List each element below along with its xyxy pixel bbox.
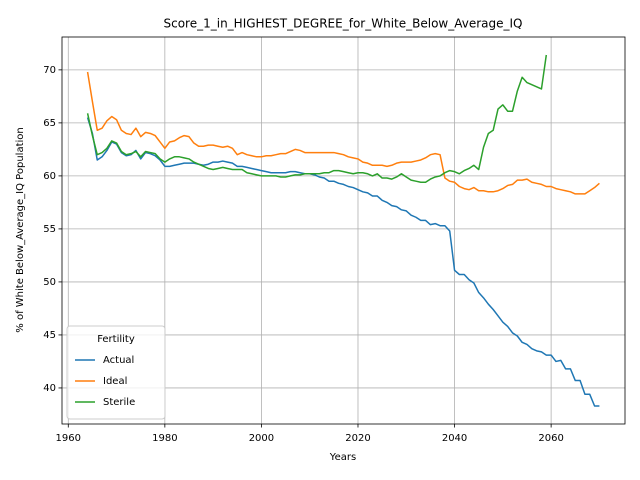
- line-series: [86, 71, 600, 195]
- x-tick-label: 2060: [538, 433, 563, 444]
- legend-label: Actual: [103, 355, 134, 366]
- x-tick-label: 2000: [249, 433, 274, 444]
- chart-title: Score_1_in_HIGHEST_DEGREE_for_White_Belo…: [164, 17, 523, 31]
- line-series: [86, 54, 548, 184]
- legend-box: [66, 325, 166, 420]
- y-tick-label: 40: [43, 383, 56, 394]
- x-axis-label: Years: [329, 452, 356, 463]
- y-tick-label: 50: [43, 277, 56, 288]
- y-tick-label: 60: [43, 171, 56, 182]
- y-tick-label: 70: [43, 65, 56, 76]
- legend-label: Sterile: [103, 397, 135, 408]
- plot-frame: [61, 36, 626, 425]
- x-tick-label: 1960: [56, 433, 81, 444]
- legend-title: Fertility: [97, 334, 135, 345]
- y-tick-label: 45: [43, 330, 56, 341]
- y-tick-label: 55: [43, 224, 56, 235]
- y-tick-label: 65: [43, 118, 56, 129]
- legend-label: Ideal: [103, 376, 127, 387]
- x-tick-label: 1980: [152, 433, 177, 444]
- y-axis-label: % of White Below_Average_IQ Population: [15, 127, 26, 332]
- legend: Fertility Actual Ideal Sterile: [66, 325, 166, 420]
- x-tick-label: 2020: [345, 433, 370, 444]
- line-series: [86, 117, 600, 407]
- x-tick-label: 2040: [442, 433, 467, 444]
